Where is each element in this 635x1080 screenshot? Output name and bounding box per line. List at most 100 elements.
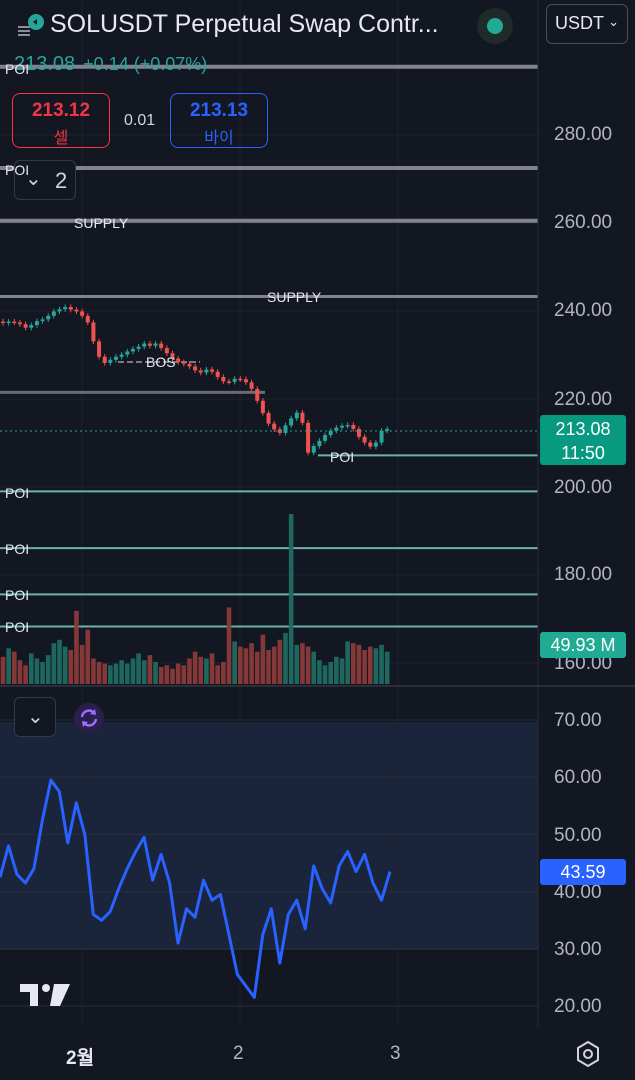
price-axis-label: 260.00 [554,212,613,233]
volume-bar [28,653,34,684]
candle-body [34,321,39,326]
status-dot-icon[interactable] [477,8,513,44]
poi-label: POI [5,162,30,178]
volume-bar [158,667,164,684]
candle-body [277,429,282,433]
candle-body [385,428,390,431]
candle-body [108,359,113,363]
candle-body [373,442,378,447]
candle-body [368,442,373,447]
volume-bar [96,661,102,684]
chevron-down-icon: ⌄ [27,706,44,728]
candle-body [97,341,102,357]
volume-bar [300,643,305,684]
candle-body [221,377,226,382]
candle-body [340,425,344,428]
volume-bar [379,644,384,684]
price-summary: 213.08 +0.14 (+0.07%) [14,53,207,76]
candle-body [130,348,135,352]
volume-tag: 49.93 M [540,632,626,658]
volume-bar [351,643,356,684]
volume-bar [68,650,74,684]
candle-body [227,381,231,383]
candle-body [136,346,141,349]
volume-bar [113,663,119,684]
volume-bar [108,665,113,684]
buy-button[interactable]: 213.13 바이 [170,93,268,148]
rsi-axis-label: 20.00 [554,996,602,1017]
poi-label: POI [5,619,30,635]
poi-label: POI [5,587,30,603]
volume-bar [271,646,277,684]
tradingview-logo [20,984,70,1006]
candle-body [193,366,198,371]
poi-label: POI [330,449,355,465]
volume-bar [85,629,91,684]
volume-bar [283,633,288,684]
candles [1,304,390,456]
volume-bar [243,648,249,684]
rsi-axis-label: 60.00 [554,767,602,788]
candle-body [238,378,243,381]
volume-bar [254,651,260,684]
refresh-icon[interactable] [74,703,104,733]
volume-bar [119,660,124,684]
candle-body [294,412,299,419]
volume-bar [226,607,232,684]
sell-button[interactable]: 213.12 셀 [12,93,110,148]
price-axis-label: 180.00 [554,564,613,585]
volume-bar [164,665,170,684]
candle-body [153,343,158,346]
candle-body [255,388,260,401]
candle-body [125,351,130,355]
volume-bar [170,668,175,684]
candle-body [29,325,34,328]
candle-body [176,358,181,363]
rsi-toggle-button[interactable]: ⌄ [14,697,56,737]
buy-price: 213.13 [189,100,249,121]
currency-select[interactable]: USDT ⌄ [546,4,628,44]
candle-body [12,321,17,324]
volume-bar [153,661,158,684]
candle-body [114,356,118,360]
volume-bar [175,663,181,684]
buy-label: 바이 [204,130,234,147]
logo-icon[interactable] [14,12,44,40]
volume-bar [345,641,350,684]
volume-bar [12,651,17,684]
candle-body [311,446,316,453]
rsi-grid [0,687,538,1027]
settings-icon[interactable] [574,1040,602,1068]
volume-bar [260,634,266,684]
rsi-axis-label: 70.00 [554,710,602,731]
indicators-toggle-button[interactable]: ⌄ 2 [14,160,76,200]
rsi-chart[interactable] [0,687,635,1027]
candle-body [266,413,271,424]
volume-bar [17,660,23,684]
volume-bar [339,658,345,684]
bos-label: BOS [146,354,176,370]
last-price-tag: 213.08 11:50 [540,415,626,465]
volume-bar [57,639,62,684]
volume-bar [367,646,373,684]
volume-bar [294,644,300,684]
volume-bar [249,643,254,684]
symbol-title[interactable]: SOLUSDT Perpetual Swap Contr... [50,10,439,38]
candle-body [204,369,209,373]
price-axis-label: 240.00 [554,300,613,321]
candle-body [147,343,152,346]
candle-body [215,371,220,377]
last-price: 213.08 [14,53,76,75]
price-chart[interactable] [0,0,635,687]
volume-bar [130,658,136,684]
volume-bar [373,648,379,684]
volume-bar [6,648,11,684]
volume-bar [51,643,57,684]
candle-body [170,353,175,359]
volume-bar [328,661,333,684]
volume-bar [0,656,6,684]
candle-body [243,379,248,383]
candle-body [85,315,90,323]
candle-body [74,309,79,312]
volume-bar [322,665,328,684]
